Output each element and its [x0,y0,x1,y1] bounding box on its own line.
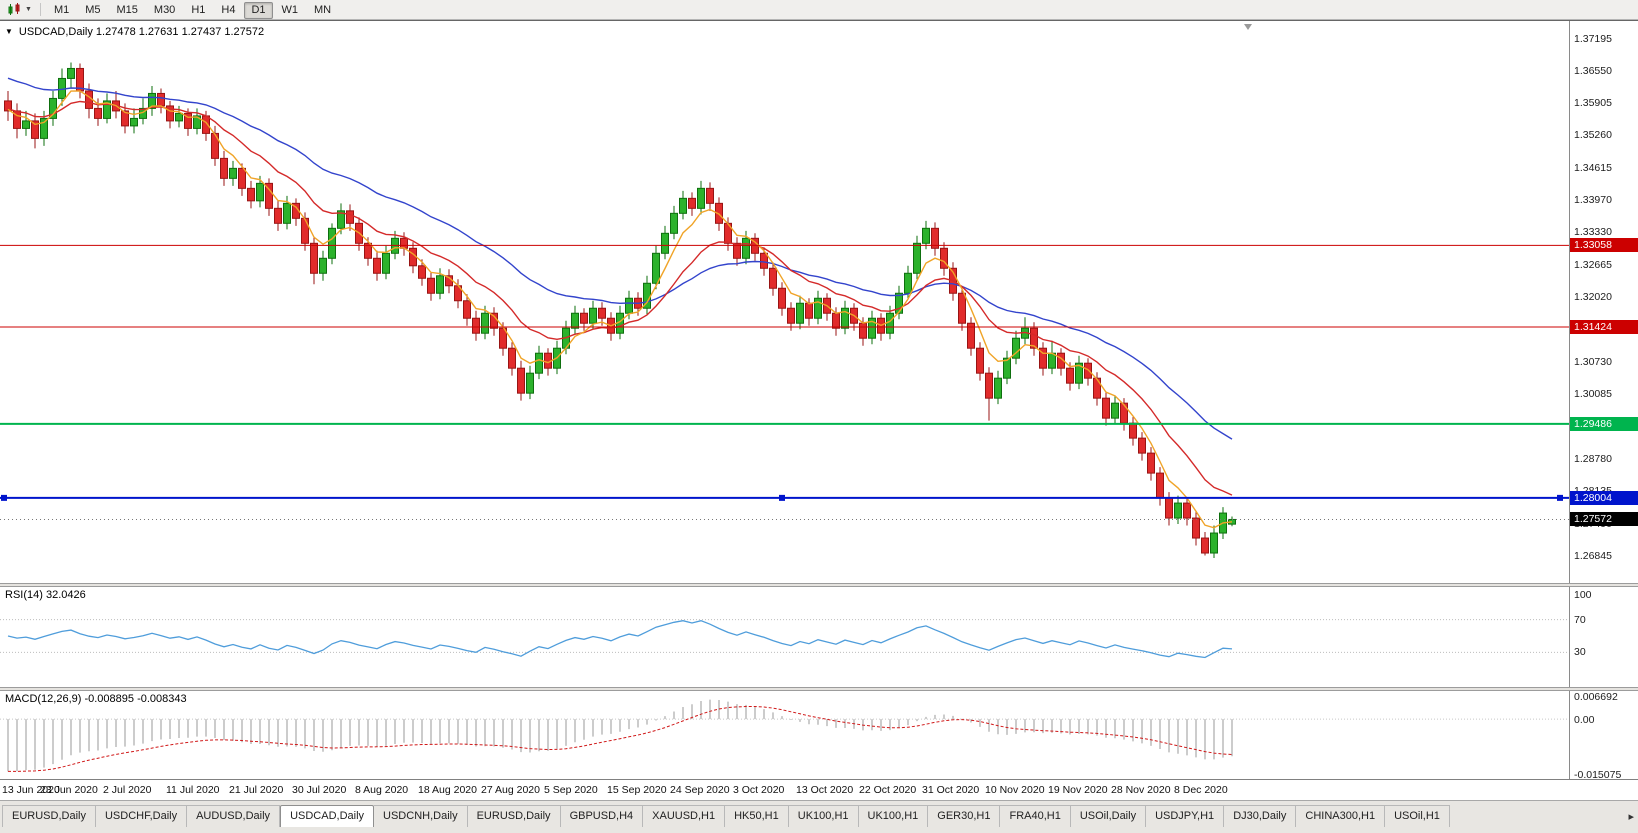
macd-panel[interactable]: 0.006692 0.00 -0.015075 MACD(12,26,9) -0.0… [0,691,1638,781]
rsi-tick: 70 [1574,613,1586,626]
timeframe-d1[interactable]: D1 [244,2,273,19]
rsi-tick: 30 [1574,646,1586,659]
timeframe-toolbar: ▼ M1 M5 M15 M30 H1 H4 D1 W1 MN [0,0,1638,20]
rsi-panel[interactable]: 100 70 30 RSI(14) 32.0426 [0,587,1638,687]
tab-usdjpy-h1[interactable]: USDJPY,H1 [1146,805,1225,827]
tab-usdcnh-daily[interactable]: USDCNH,Daily [374,805,468,827]
hline-price-badge: 1.31424 [1570,320,1638,335]
price-tick: 1.36550 [1574,64,1612,77]
tab-china300-h1[interactable]: CHINA300,H1 [1296,805,1386,827]
macd-tick: 0.00 [1574,714,1595,727]
tab-hk50-h1[interactable]: HK50,H1 [725,805,789,827]
date-label: 27 Aug 2020 [481,784,540,796]
timeframe-w1[interactable]: W1 [281,4,299,16]
date-label: 19 Nov 2020 [1048,784,1108,796]
chart-info-line: ▼ USDCAD,Daily 1.27478 1.27631 1.27437 1… [5,26,264,38]
date-label: 2 Jul 2020 [103,784,152,796]
date-label: 18 Aug 2020 [418,784,477,796]
date-label: 5 Sep 2020 [544,784,598,796]
price-axis[interactable]: 1.37195 1.36550 1.35905 1.35260 1.34615 1.339… [1569,21,1638,583]
date-label: 21 Jul 2020 [229,784,284,796]
price-tick: 1.30085 [1574,387,1612,400]
chart-tabs-bar: EURUSD,Daily USDCHF,Daily AUDUSD,Daily USDC… [0,800,1638,833]
macd-axis: 0.006692 0.00 -0.015075 [1569,691,1638,781]
macd-tick: 0.006692 [1574,691,1618,703]
timeframe-h4[interactable]: H4 [221,4,236,16]
hline-price-badge: 1.28004 [1570,490,1638,505]
ohlc-info: USDCAD,Daily 1.27478 1.27631 1.27437 1.2… [18,26,265,38]
price-tick: 1.28780 [1574,453,1612,466]
tab-usoil-h1[interactable]: USOil,H1 [1385,805,1450,827]
tab-audusd-daily[interactable]: AUDUSD,Daily [187,805,281,827]
price-tick: 1.37195 [1574,32,1612,45]
date-label: 24 Sep 2020 [670,784,730,796]
date-label: 11 Jul 2020 [166,784,220,796]
date-label: 28 Nov 2020 [1111,784,1171,796]
tab-usdcad-daily[interactable]: USDCAD,Daily [280,805,375,827]
date-label: 8 Aug 2020 [355,784,409,796]
price-tick: 1.33970 [1574,193,1612,206]
tab-dj30-daily[interactable]: DJ30,Daily [1224,805,1297,827]
tab-fra40-h1[interactable]: FRA40,H1 [1000,805,1071,827]
hline-price-badge: 1.29486 [1570,416,1638,431]
tab-uk100-h1[interactable]: UK100,H1 [788,805,859,827]
rsi-chart [0,619,1569,659]
hline-price-badge: 1.33058 [1570,238,1638,253]
date-label: 30 Jul 2020 [292,784,347,796]
date-label: 3 Oct 2020 [733,784,785,796]
panel-splitter-1[interactable] [0,583,1638,587]
date-label: 10 Nov 2020 [985,784,1045,796]
tab-xauusd-h1[interactable]: XAUUSD,H1 [643,805,726,827]
price-tick: 1.32665 [1574,259,1612,272]
tab-ger30-h1[interactable]: GER30,H1 [928,805,1001,827]
chart-tabs: EURUSD,Daily USDCHF,Daily AUDUSD,Daily USDC… [2,805,1617,827]
candlestick-glyph [8,3,20,15]
tab-scroll-right-icon[interactable]: ▸ [1628,811,1634,823]
price-tick: 1.33330 [1574,225,1612,238]
timeframe-buttons: M1 M5 M15 M30 H1 H4 D1 W1 MN [46,0,339,19]
tab-gbpusd-h4[interactable]: GBPUSD,H4 [560,805,644,827]
date-label: 8 Dec 2020 [1174,784,1228,796]
tab-eurusd-daily[interactable]: EURUSD,Daily [2,805,96,827]
timeframe-mn[interactable]: MN [314,4,332,16]
macd-tick: -0.015075 [1574,769,1622,781]
chart-shift-marker[interactable] [1244,24,1252,30]
date-label: 23 Jun 2020 [40,784,98,796]
macd-chart [0,699,1569,772]
tab-usoil-daily[interactable]: USOil,Daily [1070,805,1147,827]
chart-type-icon[interactable]: ▼ [4,2,35,18]
chart-menu-icon[interactable]: ▼ [5,27,13,36]
current-price-badge: 1.27572 [1570,512,1638,527]
timeframe-m1[interactable]: M1 [53,4,70,16]
tab-usdchf-daily[interactable]: USDCHF,Daily [95,805,188,827]
timeframe-h1[interactable]: H1 [191,4,206,16]
price-tick: 1.32020 [1574,291,1612,304]
tab-uk100-h1[interactable]: UK100,H1 [858,805,929,827]
macd-label: MACD(12,26,9) -0.008895 -0.008343 [5,693,187,705]
price-tick: 1.30730 [1574,355,1612,368]
date-label: 13 Jun 2020 [2,784,60,796]
price-tick: 1.35905 [1574,97,1612,110]
rsi-axis: 100 70 30 [1569,587,1638,687]
rsi-label: RSI(14) 32.0426 [5,589,86,601]
panel-splitter-2[interactable] [0,687,1638,691]
date-label: 31 Oct 2020 [922,784,980,796]
price-tick: 1.34615 [1574,161,1612,174]
timeframe-m15[interactable]: M15 [116,4,138,16]
price-chart-panel[interactable]: 1.37195 1.36550 1.35905 1.35260 1.34615 1.339… [0,20,1638,583]
date-label: 13 Oct 2020 [796,784,854,796]
tab-eurusd-daily[interactable]: EURUSD,Daily [467,805,561,827]
timeframe-m30[interactable]: M30 [153,4,176,16]
toolbar-separator [39,3,41,16]
chevron-down-icon: ▼ [25,6,32,13]
price-tick: 1.35260 [1574,129,1612,142]
candlestick-chart[interactable] [0,21,1569,583]
rsi-tick: 100 [1574,589,1592,601]
date-label: 15 Sep 2020 [607,784,667,796]
date-label: 22 Oct 2020 [859,784,917,796]
date-axis[interactable]: 13 Jun 2020 23 Jun 2020 2 Jul 2020 11 Jul 2… [0,779,1638,800]
price-tick: 1.26845 [1574,549,1612,562]
timeframe-m5[interactable]: M5 [85,4,101,16]
